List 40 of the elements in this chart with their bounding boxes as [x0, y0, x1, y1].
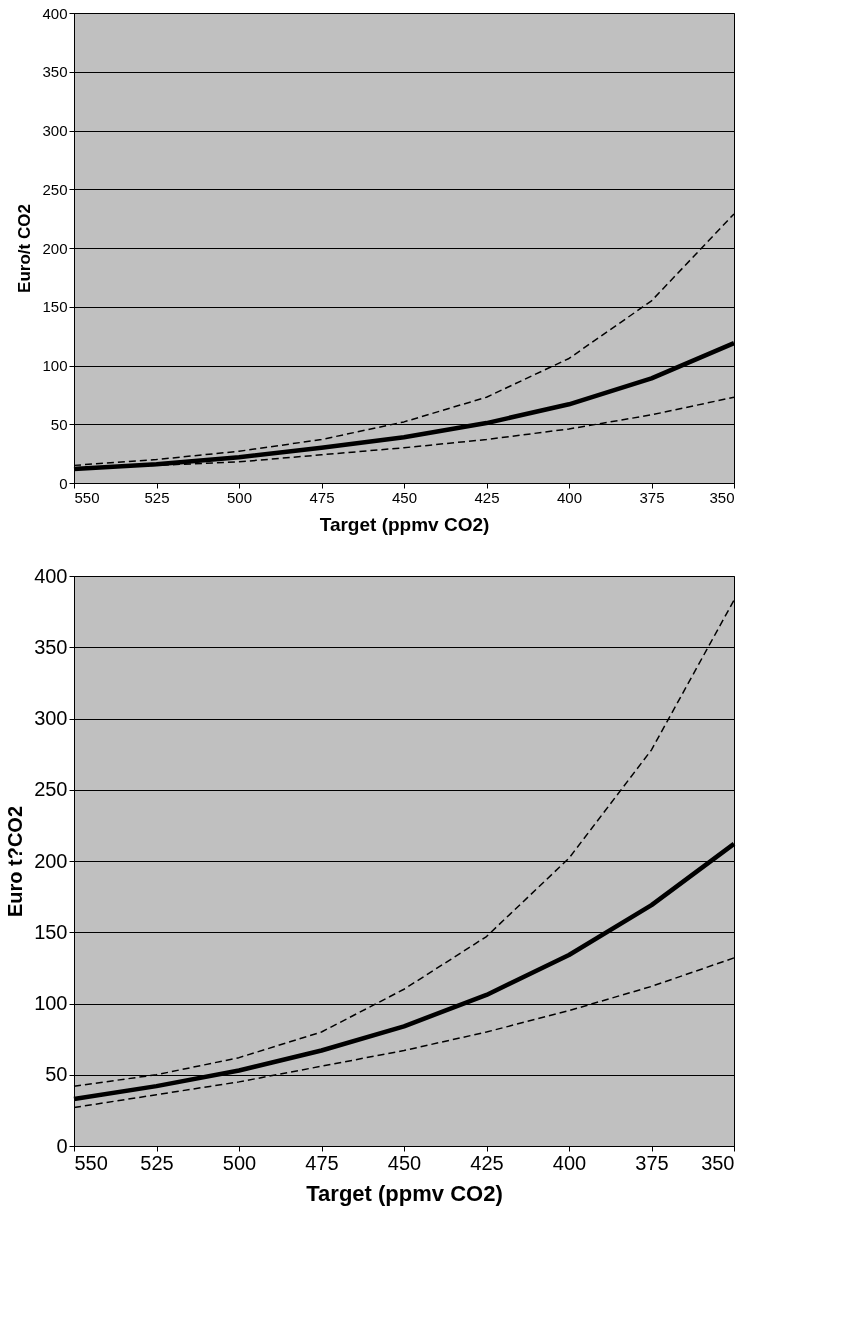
x-tick-label: 550	[74, 1151, 108, 1174]
y-tick-label: 100	[42, 357, 68, 374]
y-tick-label: 50	[50, 415, 68, 433]
x-tick-label: 350	[701, 1151, 735, 1174]
x-tick-label: 500	[226, 488, 253, 506]
y-tick-label: 150	[42, 298, 68, 316]
y-tick-label: 200	[42, 239, 68, 257]
y-tick-label: 350	[34, 635, 68, 658]
y-tick-label: 100	[34, 992, 68, 1014]
y-tick-label: 400	[34, 564, 68, 587]
x-tick-label: 375	[635, 1151, 669, 1174]
x-tick-label: 375	[639, 488, 665, 506]
x-tick-label: 450	[391, 488, 418, 506]
x-axis-title: Target (ppmv CO2)	[306, 1180, 503, 1206]
x-axis-title: Target (ppmv CO2)	[319, 513, 490, 535]
y-tick-label: 150	[34, 920, 68, 943]
x-tick-label: 425	[470, 1151, 504, 1174]
x-tick-label: 400	[556, 488, 583, 506]
y-tick-label: 300	[42, 122, 68, 139]
x-tick-label: 500	[222, 1151, 257, 1174]
x-tick-label: 475	[305, 1151, 339, 1174]
x-tick-label: 525	[140, 1151, 174, 1174]
y-axis-title: Euro t?CO2	[4, 805, 27, 918]
y-tick-label: 250	[42, 180, 68, 198]
x-tick-label: 425	[474, 488, 500, 506]
y-tick-label: 300	[34, 707, 68, 729]
x-tick-label: 550	[74, 488, 100, 506]
x-tick-label: 400	[552, 1151, 587, 1174]
x-tick-label: 450	[387, 1151, 422, 1174]
x-tick-label: 350	[709, 488, 735, 506]
y-tick-label: 200	[34, 849, 68, 872]
y-tick-label: 350	[42, 63, 68, 81]
y-tick-label: 400	[42, 4, 68, 22]
y-tick-label: 50	[45, 1063, 68, 1086]
x-tick-label: 525	[144, 488, 170, 506]
y-tick-label: 0	[59, 474, 68, 492]
y-axis-title: Euro/t CO2	[15, 204, 35, 293]
x-tick-label: 475	[309, 488, 335, 506]
y-tick-label: 0	[56, 1134, 68, 1157]
y-tick-label: 250	[34, 778, 68, 801]
